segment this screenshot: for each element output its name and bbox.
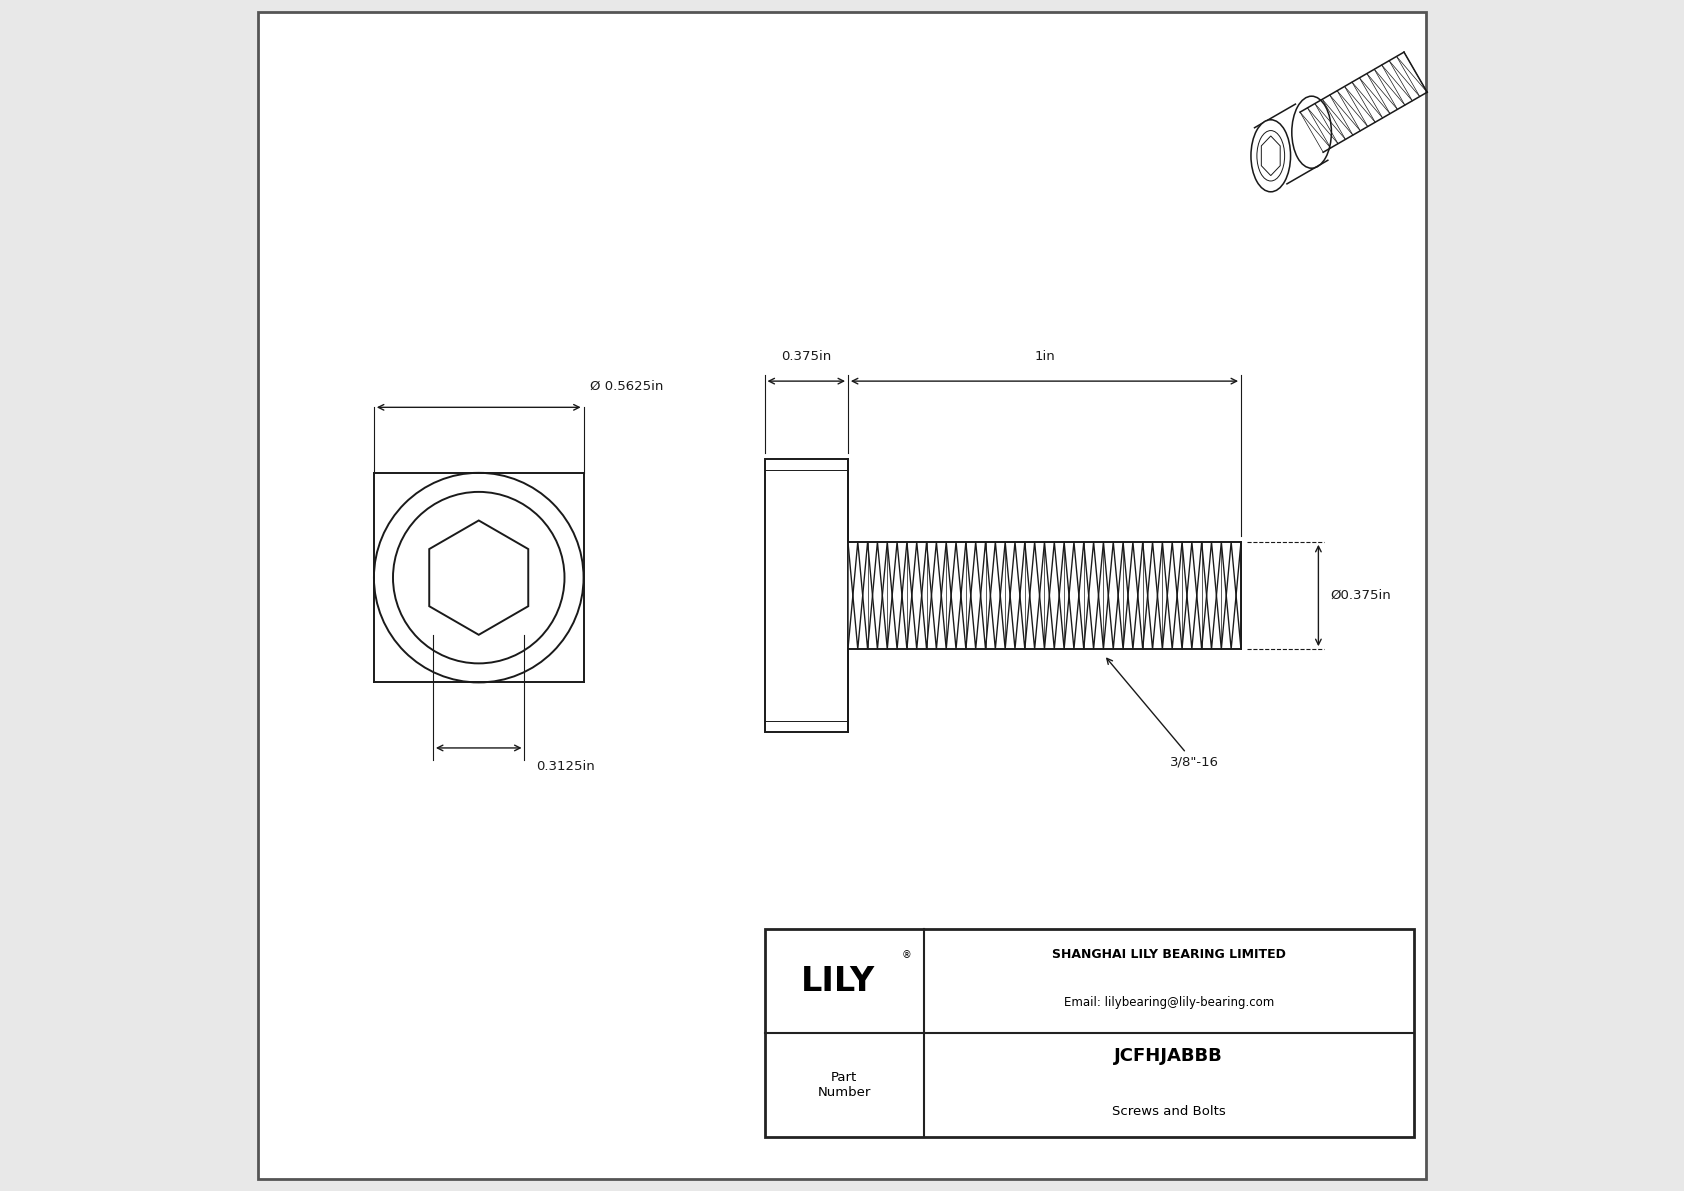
Text: 0.375in: 0.375in bbox=[781, 350, 832, 363]
Text: LILY: LILY bbox=[802, 965, 876, 998]
Text: Ø0.375in: Ø0.375in bbox=[1330, 590, 1391, 601]
Text: Screws and Bolts: Screws and Bolts bbox=[1111, 1105, 1226, 1118]
Ellipse shape bbox=[1256, 131, 1285, 181]
Text: 0.3125in: 0.3125in bbox=[537, 760, 594, 773]
Ellipse shape bbox=[1292, 96, 1332, 168]
Text: SHANGHAI LILY BEARING LIMITED: SHANGHAI LILY BEARING LIMITED bbox=[1052, 948, 1285, 961]
Text: ®: ® bbox=[901, 950, 911, 960]
Text: 3/8"-16: 3/8"-16 bbox=[1106, 659, 1219, 768]
Text: Ø 0.5625in: Ø 0.5625in bbox=[589, 380, 663, 393]
Polygon shape bbox=[1261, 136, 1280, 175]
Bar bbox=[849, 542, 1241, 649]
Text: JCFHJABBB: JCFHJABBB bbox=[1115, 1047, 1223, 1065]
Text: 1in: 1in bbox=[1034, 350, 1054, 363]
Bar bbox=[765, 929, 1413, 1137]
Text: Part
Number: Part Number bbox=[817, 1071, 871, 1099]
Bar bbox=[765, 459, 849, 732]
Ellipse shape bbox=[1251, 120, 1290, 192]
Text: Email: lilybearing@lily-bearing.com: Email: lilybearing@lily-bearing.com bbox=[1064, 996, 1273, 1009]
